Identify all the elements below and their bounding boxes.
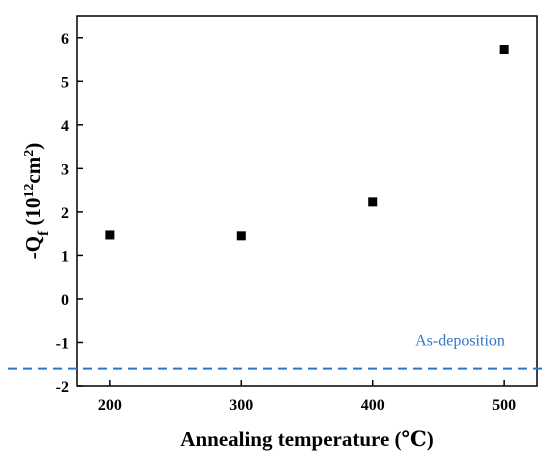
x-tick-label: 500 bbox=[492, 397, 516, 414]
y-axis-ticks: -2 -1 0 1 2 3 4 5 6 bbox=[56, 31, 83, 396]
data-point-square bbox=[105, 230, 115, 240]
y-tick-label: 1 bbox=[61, 248, 69, 265]
data-markers bbox=[105, 45, 509, 241]
y-axis-title-sup2: 2 bbox=[22, 150, 37, 157]
data-point-square bbox=[236, 231, 246, 241]
y-tick-label: 6 bbox=[61, 31, 69, 48]
x-axis-title: Annealing temperature (℃) bbox=[180, 427, 433, 451]
y-tick-label: -1 bbox=[56, 335, 69, 352]
y-axis-title-open: (10 bbox=[21, 198, 45, 231]
y-tick-label: -2 bbox=[56, 379, 69, 396]
data-point-square bbox=[368, 197, 378, 207]
y-tick-label: 4 bbox=[61, 118, 69, 135]
y-axis-title-close: ) bbox=[21, 143, 45, 150]
x-tick-label: 300 bbox=[229, 397, 253, 414]
as-deposition-label: As-deposition bbox=[415, 333, 505, 350]
y-tick-label: 0 bbox=[61, 292, 69, 309]
x-tick-label: 400 bbox=[361, 397, 385, 414]
y-axis-title-sub: f bbox=[36, 230, 52, 236]
y-axis-title-sup1: 12 bbox=[22, 184, 37, 198]
y-tick-label: 3 bbox=[61, 161, 69, 178]
y-tick-label: 2 bbox=[61, 205, 69, 222]
plot-frame bbox=[76, 15, 538, 387]
data-point-square bbox=[499, 45, 509, 55]
y-axis-title: -Qf (1012cm2) bbox=[21, 143, 52, 259]
y-tick-label: 5 bbox=[61, 74, 69, 91]
x-axis-ticks: 200 300 400 500 bbox=[98, 380, 516, 414]
y-axis-title-mid: cm bbox=[21, 156, 45, 183]
y-axis-title-base: -Q bbox=[21, 236, 45, 259]
x-tick-label: 200 bbox=[98, 397, 122, 414]
